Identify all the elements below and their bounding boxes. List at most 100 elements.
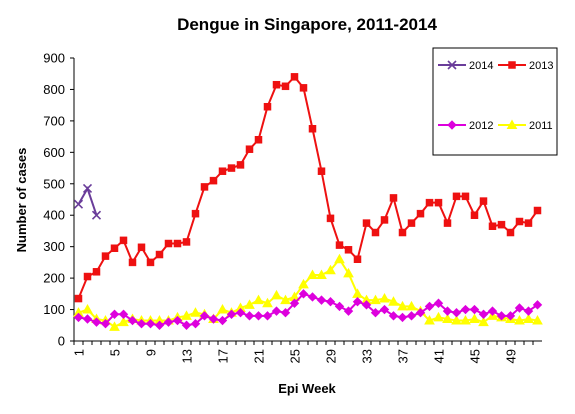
data-point-2013	[245, 145, 254, 153]
data-point-2013	[101, 252, 110, 260]
data-point-2011	[181, 310, 192, 320]
data-point-2012	[478, 309, 489, 319]
series-line-2013	[77, 75, 539, 299]
data-point-2011	[397, 300, 408, 311]
data-point-2012	[451, 307, 462, 318]
data-point-2013	[398, 228, 407, 237]
data-point-2012	[100, 318, 111, 329]
data-point-2013	[425, 198, 434, 207]
data-point-2012	[343, 306, 354, 316]
data-point-2012	[388, 311, 399, 321]
data-point-2013	[335, 241, 344, 249]
y-tick-label: 400	[43, 208, 65, 223]
x-tick-label: 17	[216, 349, 231, 363]
data-point-2013	[146, 258, 155, 267]
data-point-2013	[497, 220, 506, 229]
y-tick-label: 700	[43, 113, 65, 128]
data-point-2011	[370, 294, 381, 305]
data-point-2012	[109, 309, 120, 319]
legend-item-2014: 2014	[438, 60, 493, 72]
data-point-2013	[416, 209, 425, 218]
data-point-2013	[434, 198, 443, 207]
data-point-2012	[442, 306, 453, 316]
x-tick-label: 41	[432, 349, 447, 363]
data-point-2013	[515, 217, 524, 226]
data-point-2013	[227, 164, 236, 172]
data-point-2013	[380, 216, 389, 224]
series-line-2012	[78, 292, 539, 327]
data-point-2011	[379, 293, 390, 303]
data-point-2012	[136, 318, 147, 329]
data-point-2011	[190, 307, 201, 317]
y-tick-label: 500	[43, 176, 65, 191]
x-tick-label: 45	[468, 349, 483, 363]
data-point-2012	[505, 311, 516, 321]
data-point-2012	[172, 315, 183, 326]
x-tick-label: 13	[180, 349, 195, 363]
data-point-2012	[370, 307, 381, 318]
data-point-2011	[433, 311, 444, 322]
data-point-2013	[299, 84, 308, 92]
data-point-2012	[523, 306, 534, 316]
data-point-2012	[163, 317, 174, 327]
x-tick-label: 5	[108, 349, 123, 356]
data-point-2014	[82, 183, 93, 194]
data-point-2012	[415, 307, 426, 318]
data-point-2012	[118, 309, 129, 319]
y-tick-label: 900	[43, 51, 65, 66]
series-2014	[73, 183, 102, 220]
data-point-2011	[406, 300, 417, 311]
data-point-2014	[91, 210, 102, 220]
data-point-2012	[235, 307, 246, 318]
series-line-2011	[78, 257, 538, 329]
x-tick-label: 1	[72, 349, 87, 356]
y-tick-label: 200	[43, 271, 65, 286]
data-point-2012	[460, 304, 471, 315]
data-point-2012	[262, 311, 273, 321]
data-point-2012	[334, 301, 345, 312]
data-point-2011	[253, 294, 264, 305]
data-point-2011	[82, 304, 93, 314]
legend-label: 2014	[469, 60, 493, 72]
data-point-2011	[118, 316, 129, 327]
data-point-2012	[424, 301, 435, 312]
data-point-2011	[244, 299, 255, 309]
data-point-2013	[353, 255, 362, 263]
data-point-2012	[433, 298, 444, 308]
data-point-2012	[469, 304, 480, 315]
x-axis-ticks: 1 5 9 13 17 21 25 29 33 37 41 45 49	[72, 341, 534, 363]
series-layer	[73, 73, 543, 331]
data-point-2014	[73, 199, 84, 209]
data-point-2012	[325, 296, 336, 307]
series-2013	[74, 73, 542, 303]
x-tick-label: 25	[288, 349, 303, 363]
data-point-2011	[334, 253, 345, 264]
data-point-2012	[397, 312, 408, 323]
data-point-2013	[236, 161, 245, 169]
legend-item-2012: 2012	[438, 120, 493, 132]
data-point-2013	[92, 268, 101, 276]
data-point-2012	[289, 298, 300, 308]
data-point-2011	[523, 313, 534, 323]
data-point-2013	[281, 82, 290, 91]
data-point-2012	[271, 306, 282, 316]
data-point-2013	[317, 167, 326, 175]
data-point-2012	[154, 320, 165, 330]
data-point-2011	[469, 313, 480, 323]
data-point-2012	[298, 289, 309, 299]
y-tick-label: 800	[43, 82, 65, 97]
legend: 2014 2013 2012 2011	[432, 47, 558, 156]
y-tick-label: 300	[43, 239, 65, 254]
data-point-2012	[532, 300, 543, 310]
y-tick-label: 0	[58, 334, 65, 349]
data-point-2013	[479, 197, 488, 205]
data-point-2011	[424, 315, 435, 325]
data-point-2012	[496, 311, 507, 321]
x-tick-label: 9	[144, 349, 159, 356]
data-point-2011	[298, 278, 309, 289]
data-point-2013	[119, 236, 128, 245]
data-point-2012	[280, 307, 291, 318]
data-point-2012	[253, 311, 264, 321]
data-point-2012	[244, 311, 255, 321]
